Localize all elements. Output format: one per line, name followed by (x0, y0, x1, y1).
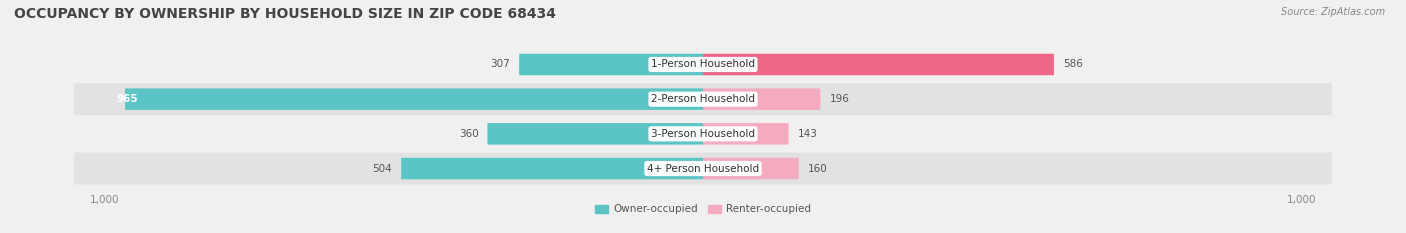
Legend: Owner-occupied, Renter-occupied: Owner-occupied, Renter-occupied (591, 200, 815, 219)
Text: 196: 196 (830, 94, 849, 104)
Text: 586: 586 (1063, 59, 1083, 69)
Text: 4+ Person Household: 4+ Person Household (647, 164, 759, 174)
Text: OCCUPANCY BY OWNERSHIP BY HOUSEHOLD SIZE IN ZIP CODE 68434: OCCUPANCY BY OWNERSHIP BY HOUSEHOLD SIZE… (14, 7, 555, 21)
Text: 360: 360 (458, 129, 478, 139)
FancyBboxPatch shape (703, 54, 1054, 75)
FancyBboxPatch shape (75, 48, 1331, 80)
FancyBboxPatch shape (401, 158, 703, 179)
FancyBboxPatch shape (75, 83, 1331, 115)
Text: 143: 143 (797, 129, 817, 139)
Text: 3-Person Household: 3-Person Household (651, 129, 755, 139)
FancyBboxPatch shape (75, 153, 1331, 185)
FancyBboxPatch shape (703, 88, 820, 110)
Text: 160: 160 (808, 164, 828, 174)
Text: 1-Person Household: 1-Person Household (651, 59, 755, 69)
FancyBboxPatch shape (488, 123, 703, 145)
Text: 504: 504 (373, 164, 392, 174)
Text: 965: 965 (117, 94, 138, 104)
FancyBboxPatch shape (703, 158, 799, 179)
Text: Source: ZipAtlas.com: Source: ZipAtlas.com (1281, 7, 1385, 17)
FancyBboxPatch shape (75, 118, 1331, 150)
FancyBboxPatch shape (125, 88, 703, 110)
Text: 2-Person Household: 2-Person Household (651, 94, 755, 104)
FancyBboxPatch shape (703, 123, 789, 145)
Text: 307: 307 (491, 59, 510, 69)
FancyBboxPatch shape (519, 54, 703, 75)
